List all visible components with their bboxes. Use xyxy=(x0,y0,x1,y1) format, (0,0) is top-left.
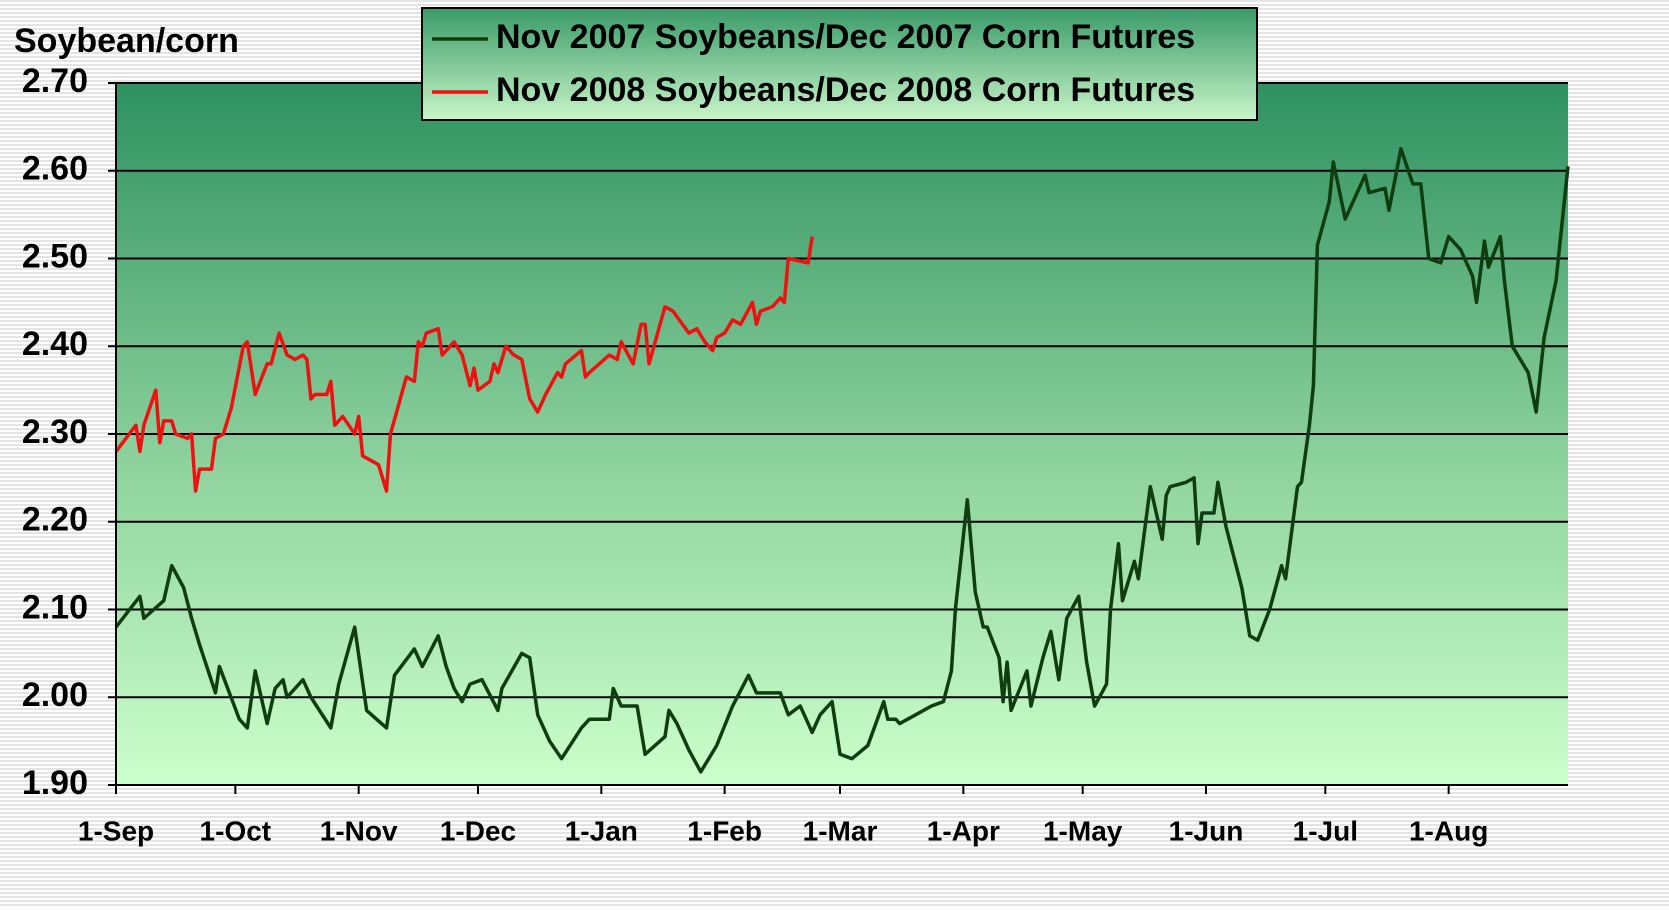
x-tick-label: 1-Oct xyxy=(200,815,272,846)
x-tick-label: 1-May xyxy=(1043,815,1123,846)
x-tick-label: 1-Apr xyxy=(927,815,1000,846)
x-tick-label: 1-Jul xyxy=(1293,815,1358,846)
x-tick-label: 1-Jan xyxy=(565,815,638,846)
series-line xyxy=(114,147,1570,774)
x-tick-label: 1-Feb xyxy=(687,815,762,846)
x-tick-label: 1-Mar xyxy=(803,815,878,846)
legend-label: Nov 2008 Soybeans/Dec 2008 Corn Futures xyxy=(496,71,1195,109)
y-tick-label: 2.70 xyxy=(22,62,88,100)
y-tick-label: 2.00 xyxy=(22,676,88,714)
x-tick-label: 1-Sep xyxy=(78,815,154,846)
legend-box xyxy=(421,7,1258,121)
y-tick-label: 2.40 xyxy=(22,325,88,363)
x-tick-label: 1-Aug xyxy=(1409,815,1488,846)
y-tick-label: 2.60 xyxy=(22,150,88,188)
legend-label: Nov 2007 Soybeans/Dec 2007 Corn Futures xyxy=(496,18,1195,56)
x-tick-label: 1-Dec xyxy=(440,815,516,846)
y-tick-label: 2.20 xyxy=(22,501,88,539)
y-tick-label: 1.90 xyxy=(22,764,88,802)
series-line xyxy=(114,236,814,493)
x-tick-label: 1-Jun xyxy=(1169,815,1244,846)
y-tick-label: 2.30 xyxy=(22,413,88,451)
x-tick-label: 1-Nov xyxy=(320,815,398,846)
y-tick-label: 2.10 xyxy=(22,588,88,626)
y-tick-label: 2.50 xyxy=(22,237,88,275)
y-axis-label: Soybean/corn xyxy=(14,22,239,60)
